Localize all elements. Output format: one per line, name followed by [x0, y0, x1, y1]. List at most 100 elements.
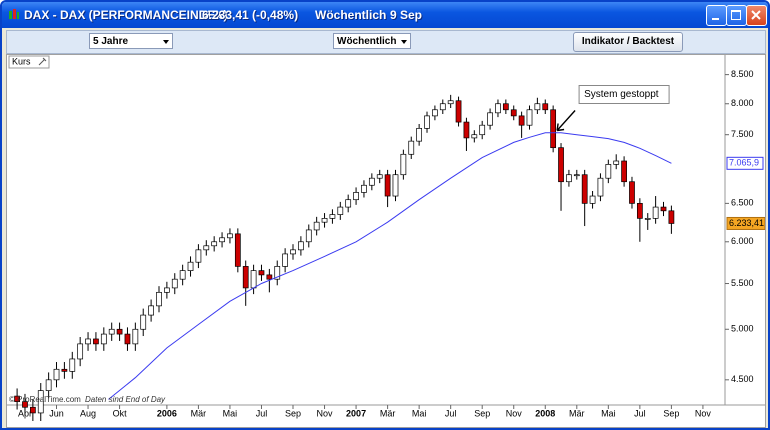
candle: [652, 196, 659, 224]
candle: [171, 273, 178, 295]
candle-body: [290, 249, 296, 255]
candle-body: [108, 328, 115, 335]
candle: [164, 281, 170, 299]
candle-body: [629, 181, 635, 204]
moving-average: [108, 132, 672, 400]
x-tick-label: Nov: [695, 408, 712, 418]
x-tick-label: Mär: [191, 408, 207, 418]
candle-body: [479, 124, 486, 136]
y-tick-label: 6.500: [731, 198, 754, 208]
close-badge-label: 6.233,41: [729, 218, 764, 228]
x-tick-label: Aug: [80, 408, 96, 418]
candle: [392, 169, 399, 202]
candle-body: [77, 343, 84, 360]
x-tick-label: Jun: [49, 408, 64, 418]
candle: [345, 194, 352, 213]
wrench-icon[interactable]: [38, 57, 47, 66]
candle: [581, 169, 588, 227]
candle: [69, 351, 76, 379]
candle-body: [234, 233, 241, 267]
panel-label: Kurs: [12, 56, 31, 66]
candle: [495, 99, 501, 118]
app-icon: [9, 9, 19, 19]
candle: [211, 236, 218, 252]
candle: [53, 362, 60, 388]
minimize-button[interactable]: [706, 5, 727, 26]
indicator-button[interactable]: Indikator / Backtest: [573, 32, 683, 52]
candle-body: [22, 401, 28, 408]
interval-value: Wöchentlich: [337, 36, 397, 47]
candle: [124, 327, 131, 351]
candle-body: [195, 249, 202, 263]
x-tick-label: Mai: [223, 408, 238, 418]
candle-body: [589, 195, 596, 204]
candle-body: [37, 390, 44, 414]
candle-body: [148, 305, 154, 316]
candle-body: [282, 253, 288, 267]
candle: [298, 236, 304, 256]
candle-body: [495, 103, 501, 114]
candle: [526, 105, 533, 130]
candle-body: [124, 333, 131, 345]
candle-body: [100, 333, 107, 345]
y-tick-label: 4.500: [731, 374, 754, 384]
candle-body: [573, 174, 580, 177]
annotation-arrow: [556, 110, 576, 132]
candle-body: [644, 218, 651, 220]
range-dropdown[interactable]: 5 Jahre: [89, 33, 173, 49]
candle: [321, 213, 328, 228]
candle: [37, 383, 44, 421]
interval-dropdown[interactable]: Wöchentlich: [333, 33, 411, 49]
candle-body: [266, 274, 273, 280]
candle-body: [93, 338, 99, 345]
candle: [45, 372, 52, 399]
annotation-text: System gestoppt: [584, 89, 659, 100]
candle: [432, 105, 438, 121]
candle: [116, 322, 123, 341]
candle: [660, 201, 667, 217]
candle: [573, 169, 580, 180]
candle: [424, 111, 430, 133]
x-tick-label: Nov: [317, 408, 334, 418]
maximize-button[interactable]: [726, 5, 747, 26]
candle: [668, 205, 675, 234]
candle-body: [14, 395, 20, 402]
candle: [621, 156, 627, 187]
y-tick-label: 7.500: [731, 129, 754, 139]
candle: [376, 169, 383, 184]
candle-body: [581, 174, 588, 204]
candle: [337, 201, 344, 220]
x-tick-label: Jul: [634, 408, 646, 418]
y-tick-label: 6.000: [731, 236, 754, 246]
x-tick-label: Okt: [113, 408, 128, 418]
candle: [140, 308, 147, 337]
candle: [558, 143, 564, 211]
x-tick-label: Mär: [569, 408, 585, 418]
candle-body: [471, 134, 478, 139]
toolbar: 5 Jahre Wöchentlich Indikator / Backtest: [6, 30, 766, 54]
candle-body: [116, 328, 123, 335]
candle: [597, 173, 604, 202]
candle-body: [668, 210, 675, 224]
candle: [227, 228, 233, 244]
candle-body: [156, 291, 162, 307]
candle: [305, 224, 312, 248]
candle-body: [455, 100, 462, 123]
close-button[interactable]: [746, 5, 767, 26]
candle-body: [321, 218, 328, 223]
candle-body: [384, 174, 391, 197]
candle: [542, 99, 549, 115]
candle-body: [518, 115, 525, 126]
x-tick-label: Sep: [663, 408, 679, 418]
candle: [510, 105, 517, 121]
candle-body: [69, 358, 76, 372]
candle-body: [392, 174, 399, 197]
candle: [400, 149, 407, 180]
x-tick-label: Jul: [445, 408, 457, 418]
candle: [636, 198, 643, 242]
candle: [368, 173, 375, 191]
candle: [455, 96, 462, 127]
candle-body: [432, 109, 438, 117]
title-bar: DAX - DAX (PERFORMANCEINDEX) 6.233,41 (-…: [2, 2, 768, 28]
